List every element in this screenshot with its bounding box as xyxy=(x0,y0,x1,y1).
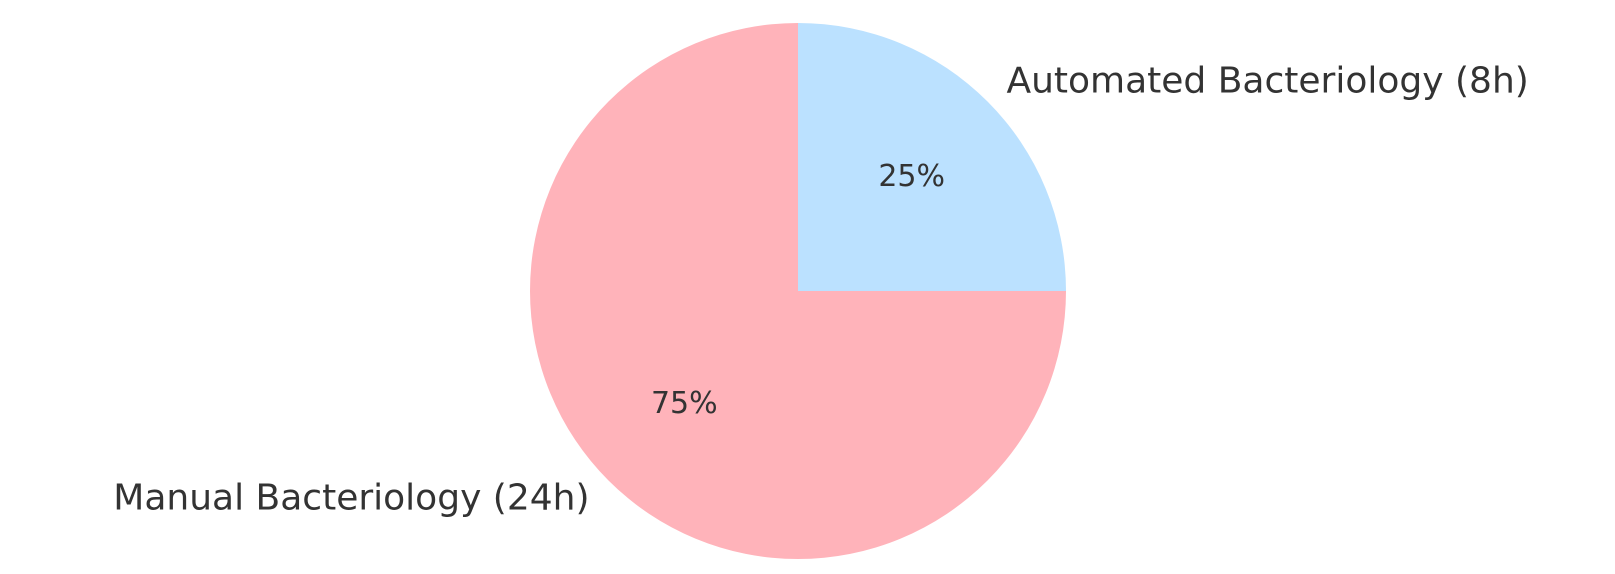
slice-label: Automated Bacteriology (8h) xyxy=(1006,61,1528,102)
pie-slice xyxy=(530,23,1066,559)
value-label: 25% xyxy=(878,159,945,194)
slice-label: Manual Bacteriology (24h) xyxy=(113,477,589,518)
pie-slice xyxy=(798,23,1066,291)
value-label: 75% xyxy=(651,386,718,421)
